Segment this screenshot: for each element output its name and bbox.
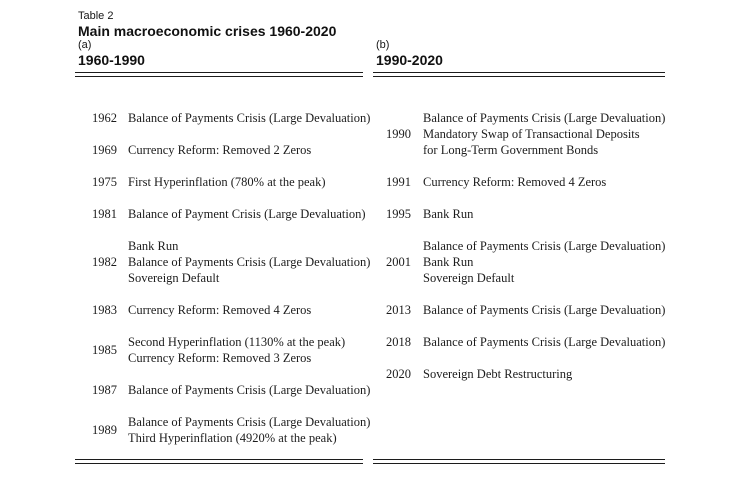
row-events: Balance of Payments Crisis (Large Devalu…	[423, 238, 665, 286]
table-row: 1985 Second Hyperinflation (1130% at the…	[75, 334, 363, 366]
event-line: Bank Run	[423, 207, 474, 221]
row-events: Currency Reform: Removed 4 Zeros	[128, 302, 311, 318]
event-line: Bank Run	[128, 239, 179, 253]
row-year: 1981	[92, 207, 117, 221]
table-row: 2018 Balance of Payments Crisis (Large D…	[373, 334, 665, 350]
table-title: Main macroeconomic crises 1960-2020	[78, 23, 337, 39]
panel-a-rows: 1962 Balance of Payments Crisis (Large D…	[75, 77, 370, 446]
row-year: 1987	[92, 383, 117, 397]
row-year: 1990	[386, 127, 411, 141]
table-row: 1989 Balance of Payments Crisis (Large D…	[75, 414, 370, 446]
event-line: Balance of Payments Crisis (Large Devalu…	[128, 415, 371, 429]
event-line: Sovereign Default	[423, 271, 515, 285]
event-line: Currency Reform: Removed 3 Zeros	[128, 351, 312, 365]
row-events: First Hyperinflation (780% at the peak)	[128, 174, 326, 190]
event-line: Currency Reform: Removed 4 Zeros	[128, 303, 312, 317]
event-line: Balance of Payments Crisis (Large Devalu…	[423, 239, 666, 253]
table-row: 1982 Bank Run Balance of Payments Crisis …	[75, 238, 370, 286]
panel-a-tag: (a)	[78, 39, 92, 51]
event-line: Balance of Payments Crisis (Large Devalu…	[128, 111, 371, 125]
event-line: Mandatory Swap of Transactional Deposits	[423, 127, 640, 141]
row-year: 1995	[386, 207, 411, 221]
table-row: 2013 Balance of Payments Crisis (Large D…	[373, 302, 665, 318]
panel-1960-1990: (a) 1960-1990 1962 Balance of Payments C…	[75, 38, 370, 468]
table-header: Table 2 Main macroeconomic crises 1960-2…	[78, 9, 336, 39]
row-year: 1975	[92, 175, 117, 189]
panel-b-tag: (b)	[376, 39, 390, 51]
row-events: Sovereign Debt Restructuring	[423, 366, 572, 382]
table-row: 1975 First Hyperinflation (780% at the p…	[75, 174, 363, 190]
row-events: Balance of Payments Crisis (Large Devalu…	[128, 414, 370, 446]
table-row: 1991 Currency Reform: Removed 4 Zeros	[373, 174, 665, 190]
panel-b-bottom-rule	[373, 459, 665, 464]
row-events: Second Hyperinflation (1130% at the peak…	[128, 334, 345, 366]
panel-1990-2020: (b) 1990-2020 1990 Balance of Payments C…	[373, 38, 665, 468]
row-year: 2013	[386, 303, 411, 317]
row-year: 1969	[92, 143, 117, 157]
table-row: 1983 Currency Reform: Removed 4 Zeros	[75, 302, 363, 318]
row-year: 2018	[386, 335, 411, 349]
event-line: Balance of Payments Crisis (Large Devalu…	[128, 255, 371, 269]
row-events: Balance of Payments Crisis (Large Devalu…	[423, 334, 665, 350]
event-line: Second Hyperinflation (1130% at the peak…	[128, 335, 346, 349]
row-year: 2001	[386, 255, 411, 269]
row-events: Balance of Payments Crisis (Large Devalu…	[128, 110, 370, 126]
row-year: 2020	[386, 367, 411, 381]
event-line: Bank Run	[423, 255, 474, 269]
row-events: Bank Run Balance of Payments Crisis (Larg…	[128, 238, 370, 286]
event-line: Balance of Payments Crisis (Large Devalu…	[423, 111, 666, 125]
panel-a-range: 1960-1990	[78, 52, 145, 68]
table-row: 2020 Sovereign Debt Restructuring	[373, 366, 665, 382]
row-year: 1989	[92, 423, 117, 437]
event-line: Sovereign Default	[128, 271, 220, 285]
event-line: Balance of Payments Crisis (Large Devalu…	[128, 383, 371, 397]
table-row: 1990 Balance of Payments Crisis (Large D…	[373, 110, 665, 158]
table-row: 2001 Balance of Payments Crisis (Large D…	[373, 238, 665, 286]
row-year: 1991	[386, 175, 411, 189]
table-row: 1969 Currency Reform: Removed 2 Zeros	[75, 142, 363, 158]
event-line: Balance of Payment Crisis (Large Devalua…	[128, 207, 366, 221]
row-events: Currency Reform: Removed 2 Zeros	[128, 142, 311, 158]
panel-b-rows: 1990 Balance of Payments Crisis (Large D…	[373, 77, 665, 382]
table-row: 1962 Balance of Payments Crisis (Large D…	[75, 110, 370, 126]
table-number-label: Table 2	[78, 10, 114, 22]
event-line: Balance of Payments Crisis (Large Devalu…	[423, 303, 666, 317]
row-year: 1962	[92, 111, 117, 125]
row-events: Balance of Payment Crisis (Large Devalua…	[128, 206, 366, 222]
row-year: 1982	[92, 255, 117, 269]
event-line: Balance of Payments Crisis (Large Devalu…	[423, 335, 666, 349]
table-row: 1981 Balance of Payment Crisis (Large De…	[75, 206, 366, 222]
event-line: Currency Reform: Removed 2 Zeros	[128, 143, 312, 157]
event-line: Currency Reform: Removed 4 Zeros	[423, 175, 607, 189]
event-line: First Hyperinflation (780% at the peak)	[128, 175, 326, 189]
panel-a-bottom-rule	[75, 459, 363, 464]
event-line: Sovereign Debt Restructuring	[423, 367, 573, 381]
row-events: Balance of Payments Crisis (Large Devalu…	[423, 110, 665, 158]
row-year: 1983	[92, 303, 117, 317]
event-line: Third Hyperinflation (4920% at the peak)	[128, 431, 337, 445]
row-year: 1985	[92, 343, 117, 357]
row-events: Balance of Payments Crisis (Large Devalu…	[423, 302, 665, 318]
panel-b-range: 1990-2020	[376, 52, 443, 68]
table-row: 1995 Bank Run	[373, 206, 665, 222]
row-events: Bank Run	[423, 206, 473, 222]
panel-b-top-rule	[373, 72, 665, 77]
event-line: for Long-Term Government Bonds	[423, 143, 599, 157]
row-events: Currency Reform: Removed 4 Zeros	[423, 174, 606, 190]
row-events: Balance of Payments Crisis (Large Devalu…	[128, 382, 370, 398]
panel-a-top-rule	[75, 72, 363, 77]
table-row: 1987 Balance of Payments Crisis (Large D…	[75, 382, 370, 398]
